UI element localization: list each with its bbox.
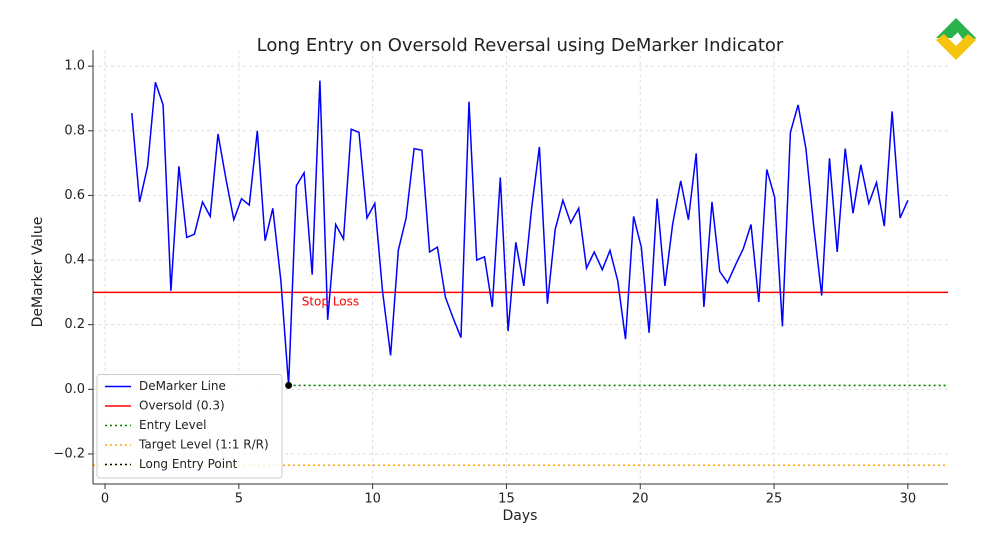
x-tick-label: 20 <box>632 492 649 507</box>
legend-label: Oversold (0.3) <box>139 399 225 413</box>
y-tick-label: 0.0 <box>64 382 85 397</box>
y-tick-label: 0.6 <box>64 188 85 203</box>
legend-label: Long Entry Point <box>139 457 238 471</box>
x-tick-label: 15 <box>498 492 515 507</box>
x-axis-label: Days <box>503 508 538 524</box>
x-tick-label: 0 <box>101 492 109 507</box>
x-tick-label: 10 <box>364 492 381 507</box>
y-tick-label: 0.4 <box>64 253 85 268</box>
data-line <box>131 80 909 386</box>
logo <box>936 18 976 60</box>
annotation: Stop Loss <box>302 295 359 309</box>
y-tick-label: 0.2 <box>64 317 85 332</box>
logo-yellow <box>936 34 976 60</box>
x-tick-label: 5 <box>235 492 243 507</box>
y-tick-label: 0.8 <box>64 123 85 138</box>
y-axis-label: DeMarker Value <box>30 217 46 328</box>
y-tick-label: −0.2 <box>53 446 85 461</box>
entry-point <box>285 381 293 389</box>
legend-box <box>96 374 283 479</box>
chart-title: Long Entry on Oversold Reversal using De… <box>257 35 784 56</box>
y-tick-label: 1.0 <box>64 59 85 74</box>
legend-label: Entry Level <box>139 418 206 432</box>
legend: DeMarker Line Oversold (0.3) Entry Level Ta… <box>96 374 283 479</box>
x-tick-label: 30 <box>900 492 917 507</box>
x-tick-label: 25 <box>766 492 783 507</box>
legend-label: Target Level (1:1 R/R) <box>138 438 269 452</box>
legend-label: DeMarker Line <box>139 379 226 393</box>
